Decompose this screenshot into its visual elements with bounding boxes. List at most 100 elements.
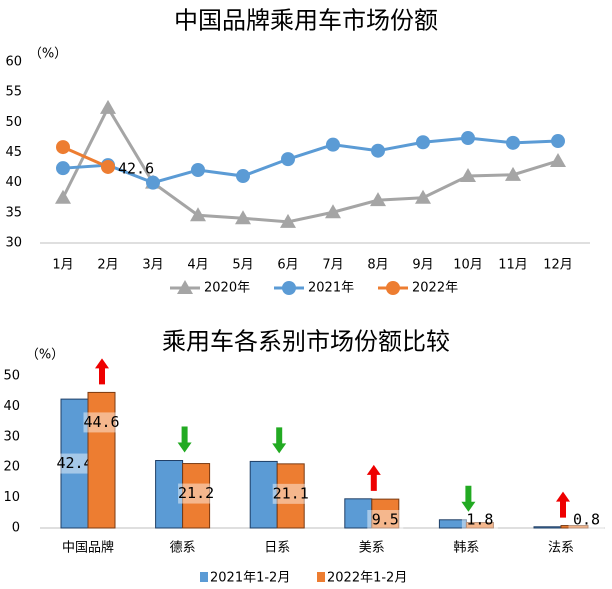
x-tick-label: 10月 — [453, 258, 483, 273]
label-bg — [461, 510, 498, 530]
marker — [370, 192, 386, 207]
legend-marker — [386, 281, 400, 295]
x-tick-label: 韩系 — [453, 541, 479, 556]
marker — [461, 131, 475, 146]
bar — [182, 463, 211, 529]
x-tick-label: 法系 — [548, 541, 574, 556]
marker — [551, 134, 565, 149]
y-tick-label: 10 — [3, 490, 20, 505]
legend-label: 2022年 — [412, 281, 458, 296]
data-label: 21.1 — [273, 484, 309, 502]
x-tick-label: 9月 — [412, 258, 433, 273]
x-tick-label: 3月 — [142, 258, 163, 273]
data-label: 21.2 — [178, 484, 214, 502]
marker — [190, 207, 206, 222]
marker — [506, 135, 520, 150]
y-tick-label: 50 — [3, 369, 20, 384]
x-tick-label: 4月 — [187, 258, 208, 273]
y-tick-label: 50 — [5, 115, 22, 130]
y-tick-label: 45 — [5, 145, 22, 160]
marker — [146, 175, 160, 190]
marker — [460, 168, 476, 183]
bar — [155, 460, 184, 529]
marker — [100, 99, 116, 114]
legend-label: 2020年 — [204, 281, 250, 296]
bar — [87, 391, 116, 529]
x-tick-label: 5月 — [232, 258, 253, 273]
line — [62, 136, 559, 185]
legend-marker — [177, 280, 193, 294]
x-tick-label: 美系 — [359, 541, 385, 556]
y-tick-label: 20 — [3, 460, 20, 475]
chart-title: 乘用车各系别市场份额比较 — [162, 328, 450, 356]
marker — [326, 137, 340, 152]
bar — [560, 525, 589, 529]
line — [62, 145, 109, 169]
legend-swatch — [317, 572, 325, 582]
marker — [236, 169, 250, 184]
label-bg — [272, 483, 309, 504]
marker — [505, 166, 521, 181]
data-label: 44.6 — [83, 413, 119, 431]
y-label: （%） — [26, 348, 64, 363]
trend-arrow — [556, 491, 570, 518]
data-label: 1.8 — [466, 511, 493, 529]
marker — [191, 162, 205, 177]
legend-marker — [282, 281, 296, 295]
y-tick-label: 55 — [5, 85, 22, 100]
y-tick-label: 30 — [3, 429, 20, 444]
trend-arrow — [461, 485, 476, 512]
bar — [371, 498, 400, 529]
trend-arrow — [272, 427, 287, 454]
label-bg — [56, 453, 93, 474]
chart-title: 中国品牌乘用车市场份额 — [174, 7, 438, 35]
legend-label: 2021年1-2月 — [210, 571, 290, 586]
x-tick-label: 11月 — [498, 258, 528, 273]
x-tick-label: 6月 — [277, 258, 298, 273]
line — [61, 104, 559, 224]
trend-arrow — [177, 426, 192, 453]
y-tick-label: 60 — [5, 55, 22, 70]
x-tick-label: 1月 — [52, 258, 73, 273]
marker — [56, 161, 70, 176]
marker — [371, 143, 385, 158]
marker — [235, 210, 251, 225]
data-label: 0.8 — [573, 511, 600, 529]
label-bg — [83, 412, 120, 433]
x-tick-label: 7月 — [322, 258, 343, 273]
y-label: （%） — [29, 47, 67, 62]
legend-label: 2022年1-2月 — [327, 571, 407, 586]
marker — [55, 189, 71, 204]
label-bg — [178, 483, 215, 504]
trend-arrow — [95, 358, 109, 385]
x-tick-label: 2月 — [97, 258, 118, 273]
marker — [416, 135, 430, 150]
bar — [465, 522, 494, 529]
data-label: 42.4 — [56, 454, 92, 472]
legend-label: 2021年 — [308, 281, 354, 296]
x-tick-label: 8月 — [367, 258, 388, 273]
trend-arrow — [366, 464, 381, 491]
data-label: 42.6 — [118, 159, 154, 177]
marker — [550, 152, 566, 167]
x-tick-label: 中国品牌 — [62, 540, 114, 556]
y-tick-label: 40 — [3, 399, 20, 414]
marker — [281, 152, 295, 167]
legend-swatch — [200, 572, 208, 582]
marker — [56, 140, 70, 155]
label-bg — [367, 510, 404, 530]
x-tick-label: 德系 — [170, 541, 196, 556]
marker — [415, 189, 431, 204]
marker — [325, 204, 341, 219]
x-tick-label: 日系 — [264, 541, 290, 556]
y-tick-label: 30 — [5, 236, 22, 251]
y-tick-label: 40 — [5, 175, 22, 190]
bar — [533, 526, 562, 529]
bar — [276, 463, 305, 529]
y-tick-label: 35 — [5, 205, 22, 220]
marker — [101, 159, 115, 174]
x-tick-label: 12月 — [543, 258, 573, 273]
marker — [280, 213, 296, 228]
